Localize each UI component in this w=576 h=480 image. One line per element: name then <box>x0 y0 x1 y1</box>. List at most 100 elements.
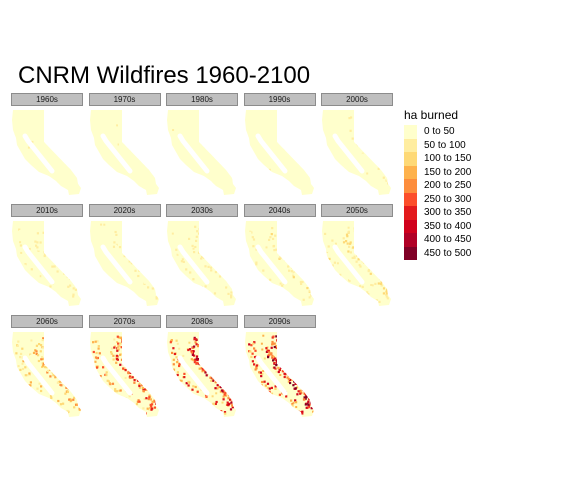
burn-cell <box>225 277 228 280</box>
burn-cell <box>246 372 249 375</box>
burn-cell <box>349 278 352 281</box>
burn-cell <box>46 371 49 374</box>
burn-cell <box>311 379 313 382</box>
burn-cell <box>346 132 349 135</box>
burn-cell <box>144 397 147 400</box>
burn-cell <box>139 158 142 161</box>
facet-strip-label: 2060s <box>11 315 83 328</box>
burn-cell <box>39 275 42 278</box>
burn-cell <box>311 410 314 413</box>
burn-cell <box>141 387 144 390</box>
burn-cell <box>101 265 104 268</box>
burn-cell <box>110 272 113 275</box>
burn-cell <box>186 180 189 183</box>
burn-cell <box>122 363 125 366</box>
central-valley <box>100 133 132 174</box>
burn-cell <box>199 363 202 366</box>
burn-cell <box>291 363 294 365</box>
burn-cell <box>377 167 380 170</box>
burn-cell <box>294 377 297 380</box>
burn-cell <box>309 294 312 297</box>
burn-cell <box>29 381 32 384</box>
burn-cell <box>279 170 283 173</box>
burn-cell <box>194 225 197 228</box>
burn-cell <box>77 353 79 356</box>
burn-cell <box>218 251 221 254</box>
burn-cell <box>145 284 148 287</box>
burn-cell <box>182 415 185 417</box>
burn-cell <box>270 242 273 245</box>
burn-cell <box>128 367 131 370</box>
burn-cell <box>223 411 227 414</box>
legend-key: 150 to 200 <box>404 165 471 179</box>
burn-cell <box>128 395 131 398</box>
burn-cell <box>41 278 45 281</box>
burn-cell <box>116 335 119 338</box>
burn-cell <box>61 376 64 379</box>
burn-cell <box>103 120 106 123</box>
burn-cell <box>78 167 81 170</box>
burn-cell <box>112 245 115 248</box>
burn-cell <box>255 400 258 403</box>
burn-cell <box>37 163 40 166</box>
state-area <box>12 221 81 306</box>
burn-cell <box>204 265 207 268</box>
burn-cell <box>26 374 29 377</box>
burn-cell <box>329 229 332 232</box>
burn-cell <box>35 350 38 353</box>
burn-cell <box>334 142 337 145</box>
burn-cell <box>327 127 330 130</box>
burn-cell <box>55 292 58 295</box>
burn-cell <box>142 160 145 163</box>
burn-cell <box>304 403 307 406</box>
burn-cell <box>115 390 118 393</box>
burn-cell <box>229 408 233 411</box>
burn-cell <box>191 353 194 356</box>
burn-cell <box>297 410 300 413</box>
burn-cell <box>169 341 172 344</box>
burn-cell <box>202 415 205 417</box>
burn-cell <box>349 132 352 135</box>
burn-cell <box>350 116 353 119</box>
burn-cell <box>54 389 57 392</box>
burn-cell <box>120 251 123 254</box>
burn-cell <box>272 165 275 169</box>
california-map <box>167 110 236 195</box>
burn-cell <box>306 300 309 303</box>
burn-cell <box>137 157 140 160</box>
burn-cell <box>228 381 231 384</box>
burn-cell <box>198 224 201 227</box>
burn-cell <box>224 412 227 415</box>
burn-cell <box>382 292 385 295</box>
burn-cell <box>279 239 282 242</box>
burn-cell <box>193 345 196 348</box>
legend: ha burned 0 to 50 50 to 100 100 to 150 150 … <box>404 108 471 260</box>
burn-cell <box>143 388 146 391</box>
facet-strip-label: 1990s <box>243 93 316 106</box>
burn-cell <box>219 390 222 393</box>
burn-cell <box>118 118 121 121</box>
burn-cell <box>72 295 75 298</box>
legend-key: 0 to 50 <box>404 125 471 139</box>
burn-cell <box>275 361 278 364</box>
burn-cell <box>273 234 276 237</box>
burn-cell <box>280 366 283 369</box>
burn-cell <box>171 232 174 235</box>
burn-cell <box>252 363 255 366</box>
central-valley <box>22 244 55 285</box>
burn-cell <box>349 129 352 132</box>
burn-cell <box>225 284 228 287</box>
burn-cell <box>179 379 182 382</box>
burn-cell <box>143 412 146 415</box>
state-area <box>244 221 314 306</box>
burn-cell <box>378 174 381 177</box>
burn-cell <box>139 365 142 368</box>
burn-cell <box>206 368 209 371</box>
burn-cell <box>361 153 364 156</box>
burn-cell <box>24 374 27 377</box>
burn-cell <box>69 277 72 280</box>
burn-cell <box>305 181 308 184</box>
burn-cell <box>209 334 212 337</box>
burn-cell <box>310 297 313 300</box>
burn-cell <box>210 260 213 263</box>
